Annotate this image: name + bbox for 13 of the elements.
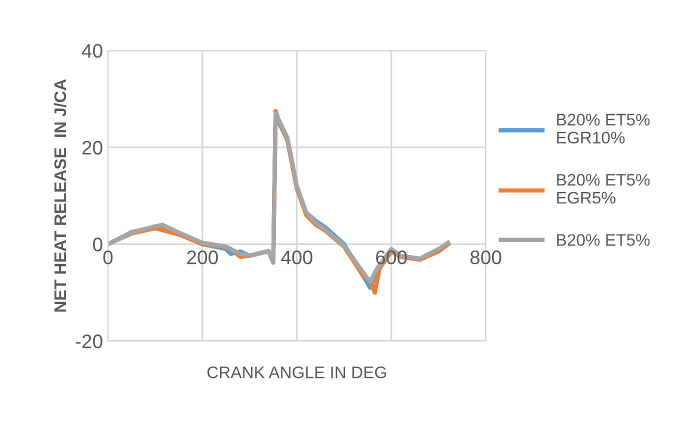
- y-tick-label: -20: [76, 334, 102, 348]
- x-axis-title: CRANK ANGLE IN DEG: [207, 366, 386, 378]
- x-tick-label: 800: [470, 250, 502, 264]
- y-axis-title: NET HEAT RELEASE IN J/CA: [54, 79, 66, 312]
- y-tick-label: 0: [93, 238, 102, 252]
- y-tick-label: 20: [82, 140, 102, 155]
- x-tick-label: 200: [187, 250, 218, 264]
- x-tick-label: 400: [281, 250, 312, 264]
- legend-label: B20% ET5% EGR10%: [557, 114, 650, 144]
- legend-label: B20% ET5% EGR5%: [557, 174, 650, 204]
- x-tick-label: 0: [103, 250, 113, 264]
- legend-label: B20% ET5%: [557, 234, 650, 246]
- y-tick-label: 40: [82, 44, 102, 58]
